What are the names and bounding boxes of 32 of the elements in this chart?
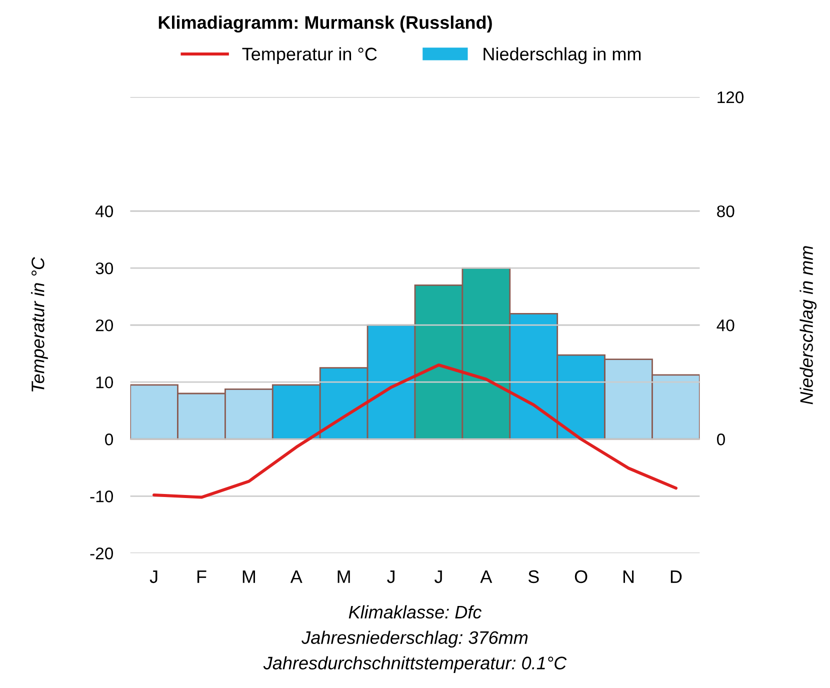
y2-tick-label: 0 [717,434,725,446]
y-tick-label: -20 [90,548,113,560]
x-tick-label: J [387,570,394,584]
y2-axis-title: Niederschlag in mm [800,246,817,404]
legend-label: Temperatur in °C [242,47,377,64]
x-tick-label: A [480,570,492,583]
x-tick-label: M [242,570,255,583]
legend-label: Niederschlag in mm [484,47,641,64]
y-tick-label: -10 [90,490,113,502]
text: Klimaklasse: Dfc [348,605,482,619]
y2-tick-label: 120 [718,91,744,104]
x-tick-label: J [150,570,158,584]
y-axis-title: Temperatur in °C [31,256,48,392]
x-tick-label: S [528,570,539,584]
y2-tick-label: 80 [717,205,734,218]
x-tick-label: J [434,570,442,584]
y-tick-label: 30 [96,262,113,274]
text: Jahresdurchschnittstemperatur: 0.1°C [263,656,567,674]
line-series [152,363,678,499]
x-tick-label: M [338,570,350,583]
x-tick-label: O [574,570,588,584]
y-tick-label: 40 [95,205,113,218]
x-tick-label: D [670,570,682,583]
y2-tick-label: 40 [716,319,734,332]
y-tick-label: 0 [105,434,113,446]
y-tick-label: 20 [96,319,113,332]
y-tick-label: 10 [96,376,113,388]
chart-title: Klimadiagramm: Murmansk (Russland) [158,16,492,33]
x-tick-label: F [197,570,206,583]
x-tick-label: A [290,570,302,583]
x-tick-label: N [623,570,634,583]
text: Jahresniederschlag: 376mm [302,630,528,648]
